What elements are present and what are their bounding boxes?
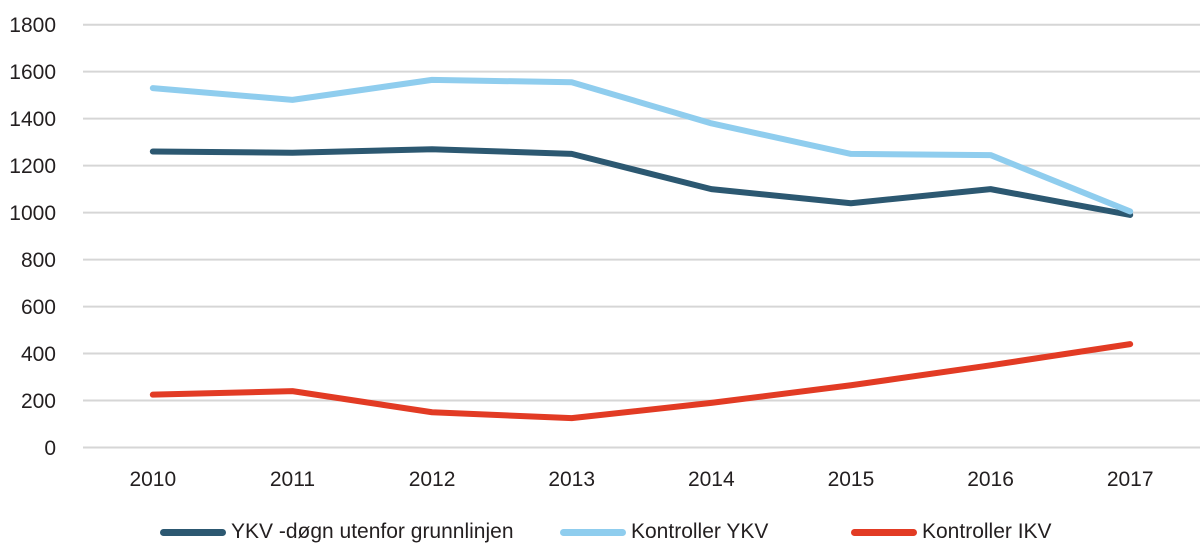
x-axis-tick-label: 2012	[409, 468, 456, 491]
x-axis-tick-label: 2010	[129, 468, 176, 491]
series-line-kontroller-ikv	[149, 341, 1134, 422]
y-axis-tick-label: 600	[21, 296, 56, 319]
legend-swatch-dark-blue-line	[160, 528, 226, 536]
y-axis-tick-label: 1600	[9, 61, 56, 84]
x-axis-tick-label: 2011	[270, 468, 315, 491]
series-line-ykv-d-gn-utenfor-grunnlinjen	[149, 146, 1134, 218]
y-axis-tick-label: 1400	[9, 108, 56, 131]
x-axis-tick-label: 2017	[1107, 468, 1154, 491]
legend-swatch-red-line	[851, 528, 917, 536]
x-axis-tick-label: 2014	[688, 468, 735, 491]
y-axis-tick-label: 1800	[9, 14, 56, 37]
x-axis-tick-label: 2015	[828, 468, 875, 491]
legend-label: YKV -døgn utenfor grunnlinjen	[231, 520, 514, 543]
legend-label: Kontroller IKV	[922, 520, 1052, 543]
y-axis-tick-label: 1200	[9, 155, 56, 178]
legend-item-ykv-dogn: YKV -døgn utenfor grunnlinjen	[160, 518, 514, 546]
legend: YKV -døgn utenfor grunnlinjen Kontroller…	[0, 518, 1200, 550]
y-axis-tick-label: 0	[44, 437, 56, 460]
y-axis-tick-label: 1000	[9, 202, 56, 225]
x-axis-tick-label: 2013	[548, 468, 595, 491]
y-axis-tick-label: 400	[21, 343, 56, 366]
y-axis-tick-label: 800	[21, 249, 56, 272]
y-axis-tick-label: 200	[21, 390, 56, 413]
legend-swatch-light-blue-line	[560, 528, 626, 536]
x-axis-tick-label: 2016	[967, 468, 1014, 491]
legend-item-kontroller-ykv: Kontroller YKV	[560, 518, 768, 546]
series-line-kontroller-ykv	[149, 76, 1134, 215]
legend-item-kontroller-ikv: Kontroller IKV	[851, 518, 1052, 546]
legend-label: Kontroller YKV	[631, 520, 769, 543]
